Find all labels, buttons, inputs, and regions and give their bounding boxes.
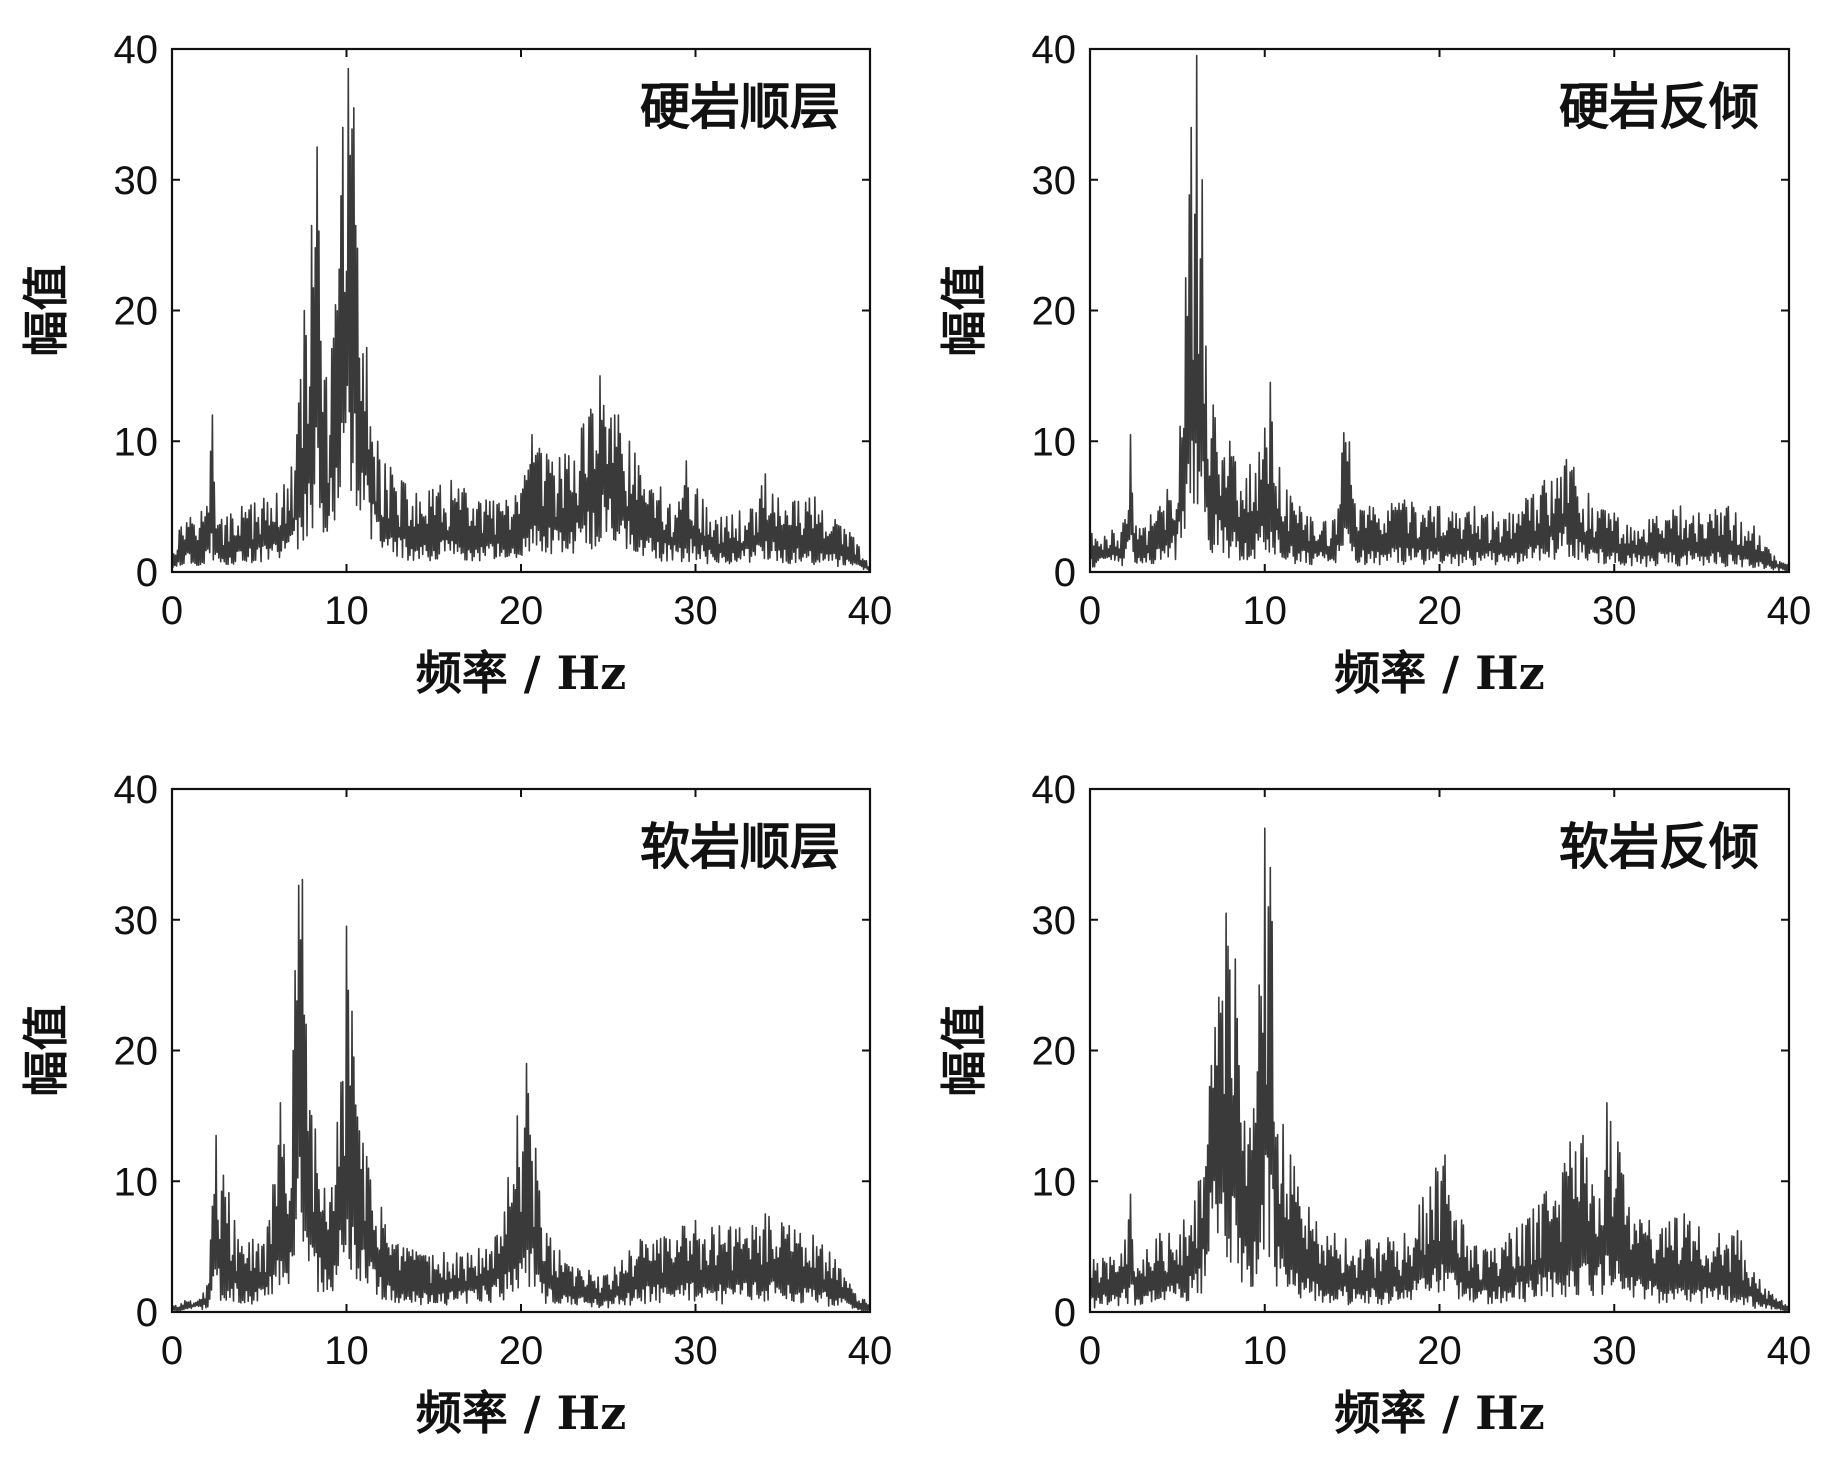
y-tick-label: 20	[114, 290, 159, 334]
y-tick-label: 10	[114, 1160, 159, 1204]
y-tick-label: 0	[1054, 551, 1076, 595]
y-tick-label: 40	[114, 768, 159, 812]
x-tick-label: 10	[1243, 1329, 1288, 1373]
panel-title: 软岩顺层	[640, 817, 840, 876]
x-tick-label: 30	[673, 589, 718, 633]
y-tick-label: 40	[114, 28, 159, 72]
spectrum-line	[1089, 54, 1790, 573]
y-tick-label: 30	[114, 899, 159, 943]
y-tick-label: 20	[114, 1030, 159, 1074]
y-tick-label: 30	[1032, 159, 1077, 203]
y-tick-label: 30	[1032, 899, 1077, 943]
x-tick-label: 20	[499, 1329, 544, 1373]
x-tick-label: 30	[1592, 1329, 1637, 1373]
y-tick-label: 0	[1054, 1291, 1076, 1335]
y-tick-label: 0	[136, 551, 158, 595]
x-tick-label: 0	[161, 1329, 183, 1373]
x-tick-label: 40	[1767, 589, 1812, 633]
x-axis-label: 频率 / Hz	[416, 646, 626, 700]
y-axis-label: 幅值	[19, 265, 73, 357]
x-axis-label: 频率 / Hz	[416, 1386, 626, 1440]
x-tick-label: 10	[1243, 589, 1288, 633]
spectrum-line	[171, 878, 871, 1313]
x-tick-label: 40	[1767, 1329, 1812, 1373]
y-tick-label: 30	[114, 159, 159, 203]
x-axis-label: 频率 / Hz	[1334, 1386, 1544, 1440]
y-tick-label: 20	[1032, 1030, 1077, 1074]
y-tick-label: 10	[1032, 420, 1077, 464]
x-tick-label: 20	[499, 589, 544, 633]
panel-title: 硬岩反倾	[1559, 77, 1759, 136]
panel-title: 硬岩顺层	[640, 77, 840, 136]
x-tick-label: 10	[324, 589, 369, 633]
x-tick-label: 0	[161, 589, 183, 633]
spectrum-line	[171, 67, 871, 573]
y-tick-label: 10	[1032, 1160, 1077, 1204]
y-tick-label: 40	[1032, 768, 1077, 812]
x-tick-label: 0	[1079, 1329, 1101, 1373]
x-tick-label: 30	[1592, 589, 1637, 633]
spectrum-line	[1089, 827, 1790, 1313]
x-axis-label: 频率 / Hz	[1334, 646, 1544, 700]
x-tick-label: 20	[1417, 589, 1462, 633]
y-axis-label: 幅值	[937, 1005, 991, 1097]
x-tick-label: 20	[1417, 1329, 1462, 1373]
x-tick-label: 30	[673, 1329, 718, 1373]
y-tick-label: 20	[1032, 290, 1077, 334]
panel-title: 软岩反倾	[1559, 817, 1759, 876]
y-tick-label: 0	[136, 1291, 158, 1335]
x-tick-label: 10	[324, 1329, 369, 1373]
x-tick-label: 40	[848, 1329, 893, 1373]
y-axis-label: 幅值	[937, 265, 991, 357]
y-tick-label: 10	[114, 420, 159, 464]
y-tick-label: 40	[1032, 28, 1077, 72]
x-tick-label: 0	[1079, 589, 1101, 633]
x-tick-label: 40	[848, 589, 893, 633]
y-axis-label: 幅值	[19, 1005, 73, 1097]
